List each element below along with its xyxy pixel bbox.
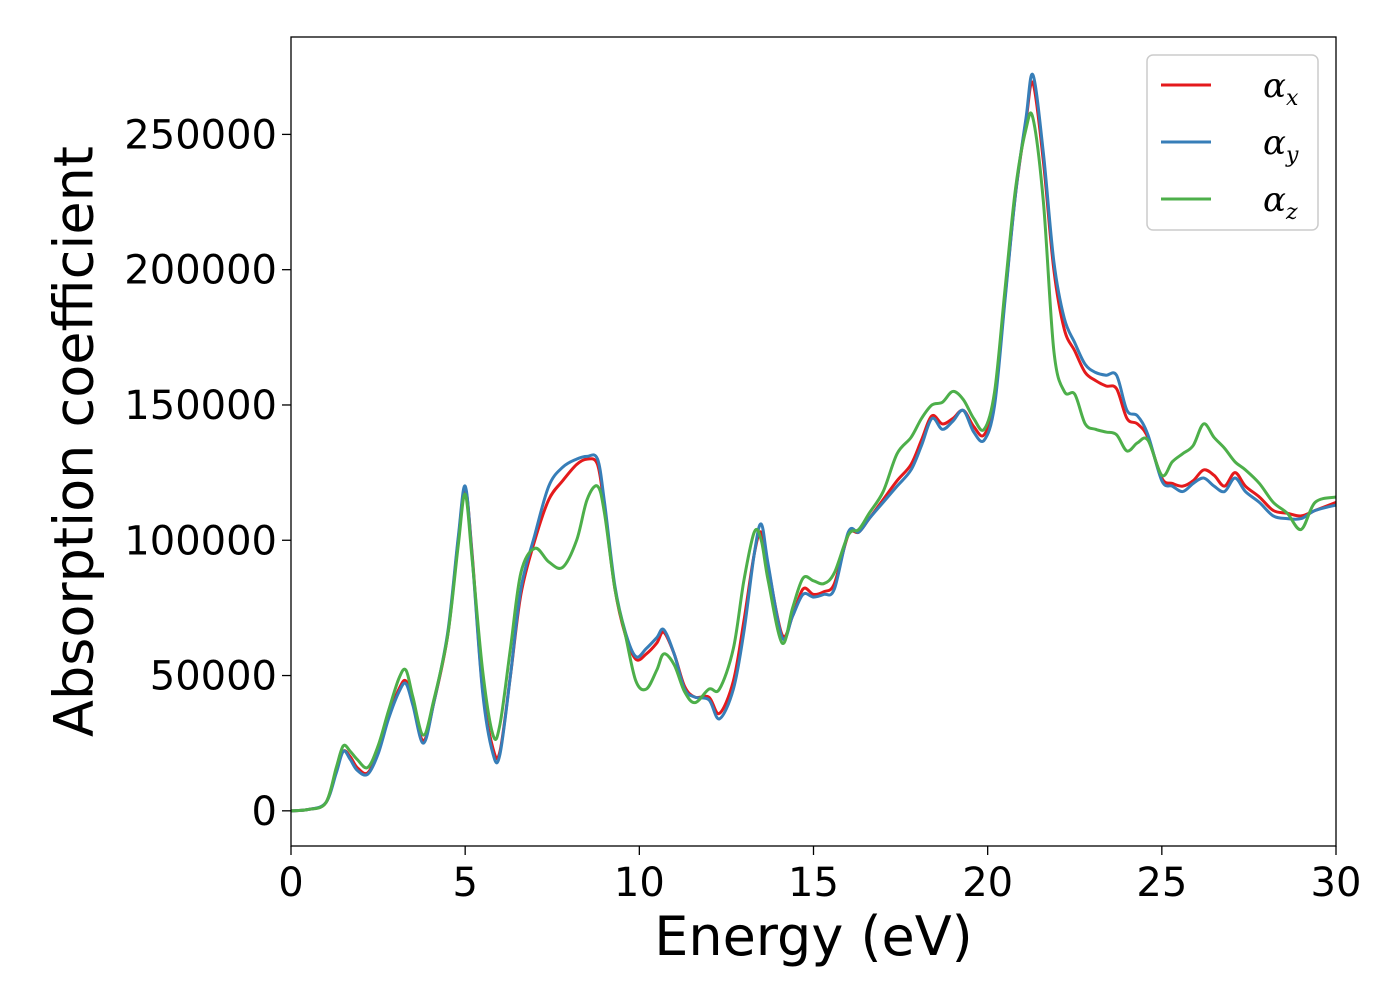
x-tick-label: 30: [1311, 860, 1362, 906]
legend-label-x: αx: [1263, 66, 1299, 111]
y-tick-label: 0: [252, 789, 277, 835]
y-tick-label: 150000: [124, 383, 277, 429]
series-line-z: [291, 111, 1336, 813]
x-tick-label: 25: [1136, 860, 1187, 906]
y-tick-label: 50000: [150, 654, 277, 700]
x-tick-label: 5: [452, 860, 477, 906]
y-tick-label: 100000: [124, 518, 277, 564]
x-tick-label: 10: [614, 860, 665, 906]
legend: αx αy αz: [1146, 54, 1319, 231]
legend-label-z: αz: [1263, 180, 1298, 225]
legend-box: [1146, 54, 1319, 231]
x-axis-title: Energy (eV): [654, 905, 973, 968]
x-tick-label: 0: [278, 860, 303, 906]
x-tick-label: 15: [788, 860, 839, 906]
x-tick-label: 20: [962, 860, 1013, 906]
y-tick-label: 200000: [124, 248, 277, 294]
legend-label-y: αy: [1263, 123, 1299, 168]
series-layer: [291, 72, 1336, 813]
y-tick-label: 250000: [124, 112, 277, 158]
y-axis-ticks: 0 50000 100000 150000 200000 250000: [124, 112, 291, 835]
x-axis-ticks: 0 5 10 15 20 25 30: [278, 846, 1361, 906]
y-axis-title: Absorption coefficient: [43, 146, 106, 737]
